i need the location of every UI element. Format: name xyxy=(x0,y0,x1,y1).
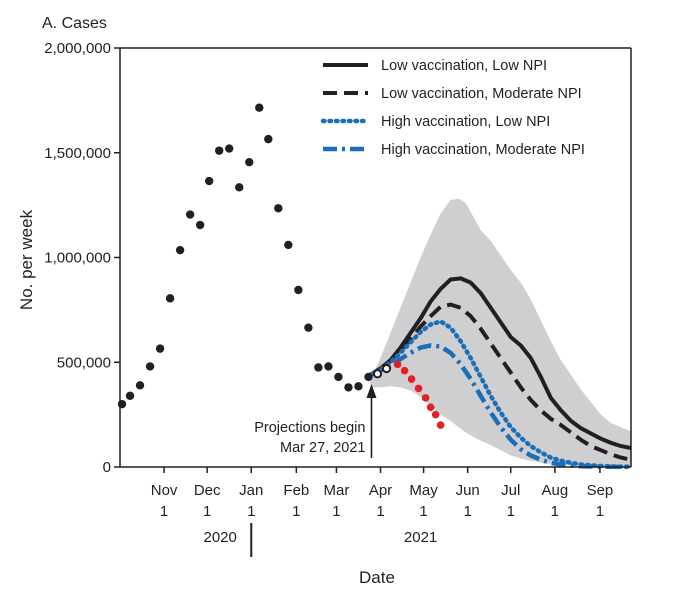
x-tick-day: 1 xyxy=(292,503,300,520)
x-tick-day: 1 xyxy=(247,503,255,520)
x-tick-month: Apr xyxy=(369,482,392,499)
x-tick-month: Nov xyxy=(151,482,178,499)
observed-point xyxy=(274,204,283,213)
observed-point xyxy=(235,183,244,192)
series-line-1 xyxy=(369,276,632,451)
annotation-line-2: Mar 27, 2021 xyxy=(280,440,365,456)
legend-label-4: High vaccination, Moderate NPI xyxy=(381,142,585,158)
observed-point xyxy=(145,362,155,371)
projection-start-point xyxy=(381,363,392,374)
x-tick-month: Aug xyxy=(541,482,568,499)
recent-observed-point xyxy=(436,421,445,429)
observed-point xyxy=(175,245,185,255)
recent-observed-point xyxy=(400,366,409,375)
observed-point xyxy=(255,103,264,112)
observed-point xyxy=(204,176,214,186)
observed-point xyxy=(334,372,343,382)
observed-point xyxy=(284,240,293,250)
annotation-line-1: Projections begin xyxy=(254,420,365,436)
observed-point xyxy=(135,381,145,390)
observed-point xyxy=(214,146,224,155)
observed-point xyxy=(225,144,234,153)
x-tick-day: 1 xyxy=(160,503,168,520)
y-tick-label: 500,000 xyxy=(57,354,111,371)
chart-title: A. Cases xyxy=(42,15,107,32)
recent-observed-point xyxy=(414,384,423,393)
axes-group: 0 500,000 1,000,000 1,500,000 2,000,000 Nov 1 D… xyxy=(44,40,632,557)
recent-observed-point xyxy=(421,394,430,402)
x-tick-day: 1 xyxy=(203,503,211,520)
observed-point xyxy=(304,323,313,332)
legend: Low vaccination, Low NPI Low vaccination,… xyxy=(320,58,585,158)
x-tick-month: Jul xyxy=(501,482,520,499)
observed-point xyxy=(354,382,363,391)
uncertainty-band xyxy=(370,198,631,467)
observed-point xyxy=(185,210,195,219)
year-label: 2021 xyxy=(404,529,437,546)
x-tick-day: 1 xyxy=(419,503,427,520)
legend-label-2: Low vaccination, Moderate NPI xyxy=(381,86,582,102)
observed-point xyxy=(364,372,373,382)
observed-point xyxy=(195,220,205,230)
recent-observed-point xyxy=(431,410,440,419)
legend-label-1: Low vaccination, Low NPI xyxy=(381,58,547,74)
y-axis-title: No. per week xyxy=(17,209,36,310)
observed-point xyxy=(125,391,135,400)
x-tick-month: Feb xyxy=(283,482,309,499)
y-tick-label: 1,500,000 xyxy=(44,145,111,162)
x-tick-day: 1 xyxy=(464,503,472,520)
x-tick-month: May xyxy=(409,482,438,499)
observed-point xyxy=(155,344,165,353)
x-tick-month: Mar xyxy=(324,482,350,499)
observed-point xyxy=(117,399,127,409)
observed-point xyxy=(324,362,333,371)
uncertainty-band-group xyxy=(370,198,631,467)
observed-point xyxy=(344,383,353,392)
observed-point xyxy=(314,363,323,372)
projection-start-point xyxy=(372,369,383,379)
x-tick-day: 1 xyxy=(507,503,515,520)
observed-point xyxy=(245,157,254,167)
x-tick-month: Dec xyxy=(194,482,221,499)
observed-point xyxy=(294,285,303,295)
recent-observed-point xyxy=(407,375,416,383)
recent-observed-point xyxy=(426,403,435,412)
y-tick-label: 2,000,000 xyxy=(44,40,111,57)
annotation-arrow-head xyxy=(366,384,377,398)
observed-point xyxy=(165,294,175,303)
x-tick-day: 1 xyxy=(376,503,384,520)
x-tick-month: Jan xyxy=(239,482,263,499)
x-tick-day: 1 xyxy=(596,503,604,520)
y-tick-label: 0 xyxy=(103,459,111,476)
x-axis-title: Date xyxy=(359,568,395,587)
x-tick-day: 1 xyxy=(332,503,340,520)
y-tick-label: 1,000,000 xyxy=(44,250,111,267)
recent-observed-point xyxy=(393,360,402,369)
projection-annotation: Projections begin Mar 27, 2021 xyxy=(254,384,377,458)
year-label: 2020 xyxy=(204,529,237,546)
x-tick-day: 1 xyxy=(551,503,559,520)
legend-label-3: High vaccination, Low NPI xyxy=(381,114,550,130)
x-tick-month: Jun xyxy=(456,482,480,499)
series-line-2 xyxy=(369,302,632,462)
x-tick-month: Sep xyxy=(587,482,614,499)
observed-point xyxy=(264,134,273,144)
